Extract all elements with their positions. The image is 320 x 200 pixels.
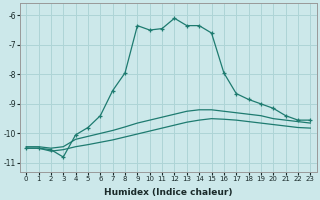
X-axis label: Humidex (Indice chaleur): Humidex (Indice chaleur) <box>104 188 233 197</box>
